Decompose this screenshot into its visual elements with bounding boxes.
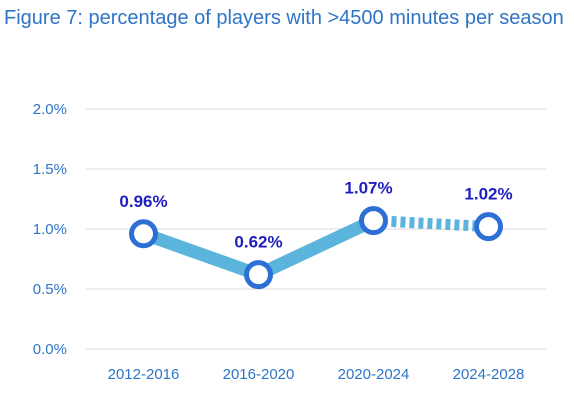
y-tick-label: 0.5% [33, 281, 67, 298]
data-label: 1.07% [344, 179, 392, 198]
x-tick-labels: 2012-2016 2016-2020 2020-2024 2024-2028 [108, 366, 525, 383]
chart-title: Figure 7: percentage of players with >45… [4, 7, 564, 29]
data-label: 0.96% [119, 192, 167, 211]
data-point-marker [359, 206, 388, 236]
y-tick-labels: 0.0% 0.5% 1.0% 1.5% 2.0% [33, 101, 67, 358]
y-tick-label: 1.0% [33, 221, 67, 238]
x-tick-label: 2012-2016 [108, 366, 180, 383]
y-tick-label: 0.0% [33, 341, 67, 358]
gridlines [86, 108, 546, 350]
data-label: 0.62% [234, 233, 282, 252]
series-lines [137, 214, 489, 282]
line-segment [137, 227, 265, 282]
data-label: 1.02% [464, 185, 512, 204]
x-tick-label: 2016-2020 [223, 366, 295, 383]
data-point-marker [474, 212, 503, 242]
x-tick-label: 2024-2028 [453, 366, 525, 383]
line-segment [252, 214, 380, 282]
x-tick-label: 2020-2024 [338, 366, 410, 383]
data-point-marker [244, 260, 273, 290]
series-markers [129, 206, 503, 290]
data-labels: 0.96% 0.62% 1.07% 1.02% [119, 179, 512, 252]
y-tick-label: 1.5% [33, 161, 67, 178]
y-tick-label: 2.0% [33, 101, 67, 118]
data-point-marker [129, 219, 158, 249]
projected-line-segment [373, 215, 489, 233]
